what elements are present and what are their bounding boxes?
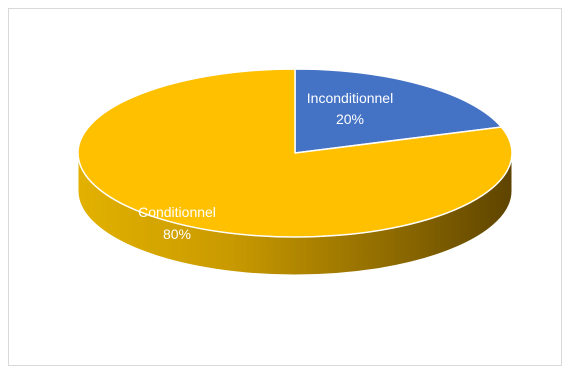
slice-label-inconditionnel-value: 20% [336,111,364,127]
slice-label-conditionnel-value: 80% [163,226,191,242]
pie-slice-inconditionnel[interactable] [294,68,503,154]
pie-slice-conditionnel[interactable] [77,68,513,238]
slice-label-conditionnel-name: Conditionnel [138,204,216,220]
pie-top-layer [77,68,513,238]
slice-label-inconditionnel-name: Inconditionnel [307,90,393,106]
pie-label-layer: Inconditionnel 20% Conditionnel 80% [138,90,393,242]
